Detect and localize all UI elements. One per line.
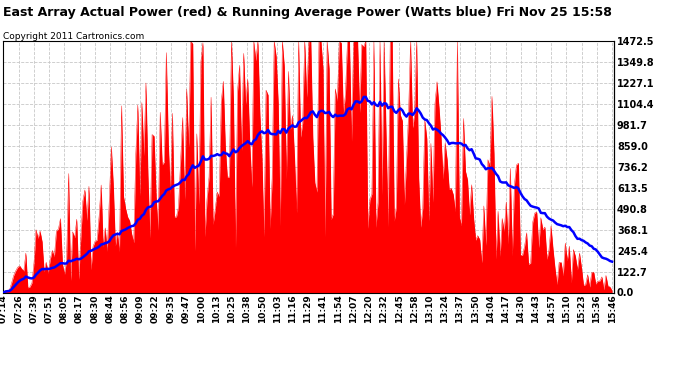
Text: 07:26: 07:26 (14, 294, 23, 323)
Text: 14:57: 14:57 (546, 294, 555, 323)
Text: 13:24: 13:24 (440, 294, 449, 323)
Text: 14:43: 14:43 (531, 294, 540, 323)
Text: 07:14: 07:14 (0, 294, 8, 323)
Text: 08:56: 08:56 (121, 294, 130, 323)
Text: 15:10: 15:10 (562, 294, 571, 323)
Text: 15:36: 15:36 (592, 294, 602, 323)
Text: 14:30: 14:30 (516, 294, 525, 323)
Text: 12:20: 12:20 (364, 294, 373, 323)
Text: 07:51: 07:51 (45, 294, 54, 323)
Text: 14:04: 14:04 (486, 294, 495, 323)
Text: 08:30: 08:30 (90, 294, 99, 323)
Text: 12:58: 12:58 (410, 294, 419, 323)
Text: 09:35: 09:35 (166, 294, 175, 323)
Text: 15:46: 15:46 (608, 294, 617, 323)
Text: 12:32: 12:32 (380, 294, 388, 323)
Text: 09:47: 09:47 (181, 294, 190, 323)
Text: 12:07: 12:07 (349, 294, 358, 323)
Text: 14:17: 14:17 (501, 294, 510, 323)
Text: 10:25: 10:25 (227, 294, 236, 323)
Text: 15:23: 15:23 (577, 294, 586, 323)
Text: 10:13: 10:13 (212, 294, 221, 323)
Text: 13:50: 13:50 (471, 294, 480, 323)
Text: 12:45: 12:45 (395, 294, 404, 323)
Text: 11:54: 11:54 (334, 294, 343, 323)
Text: 13:37: 13:37 (455, 294, 464, 323)
Text: 08:05: 08:05 (60, 294, 69, 323)
Text: 10:50: 10:50 (257, 294, 266, 323)
Text: 11:41: 11:41 (319, 294, 328, 323)
Text: Copyright 2011 Cartronics.com: Copyright 2011 Cartronics.com (3, 32, 145, 41)
Text: 09:22: 09:22 (151, 294, 160, 323)
Text: 08:44: 08:44 (106, 294, 115, 323)
Text: 09:09: 09:09 (136, 294, 145, 323)
Text: 11:16: 11:16 (288, 294, 297, 323)
Text: East Array Actual Power (red) & Running Average Power (Watts blue) Fri Nov 25 15: East Array Actual Power (red) & Running … (3, 6, 612, 19)
Text: 11:29: 11:29 (304, 294, 313, 323)
Text: 13:10: 13:10 (425, 294, 434, 323)
Text: 08:17: 08:17 (75, 294, 84, 323)
Text: 10:00: 10:00 (197, 294, 206, 322)
Text: 11:03: 11:03 (273, 294, 282, 323)
Text: 07:39: 07:39 (30, 294, 39, 323)
Text: 10:38: 10:38 (242, 294, 251, 323)
